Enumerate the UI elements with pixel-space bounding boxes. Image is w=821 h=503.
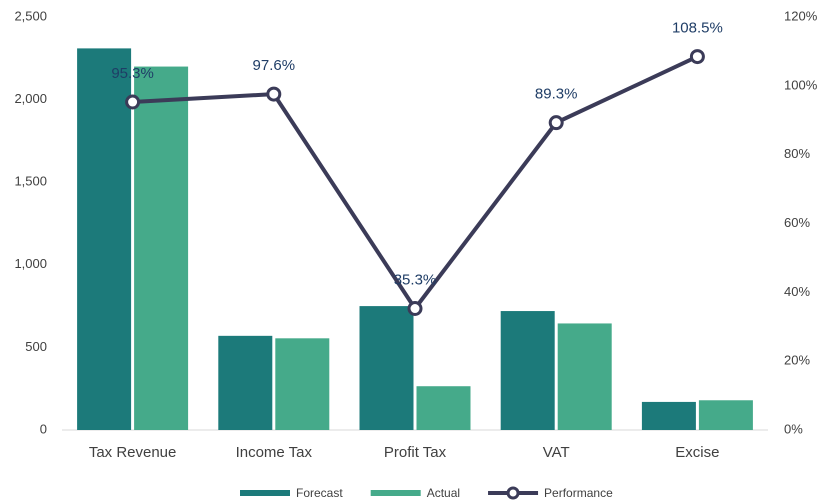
bar: [416, 386, 471, 430]
y-tick-label: 1,000: [14, 256, 47, 271]
bar: [77, 48, 132, 430]
y-tick-label: 2,500: [14, 8, 47, 23]
marker: [689, 49, 705, 65]
x-tick-label: Profit Tax: [384, 444, 447, 461]
legend-swatch: [506, 486, 520, 500]
x-tick-label: Tax Revenue: [89, 444, 177, 461]
marker: [548, 115, 564, 131]
bar: [359, 306, 414, 430]
value-label: 89.3%: [535, 86, 578, 103]
legend-label: Actual: [427, 486, 460, 500]
y2-tick-label: 60%: [784, 215, 810, 230]
bar: [500, 311, 555, 430]
value-label: 95.3%: [111, 65, 154, 82]
x-tick-label: Income Tax: [236, 444, 313, 461]
marker: [407, 301, 423, 317]
bar: [698, 400, 753, 430]
y-tick-label: 500: [25, 339, 47, 354]
bar: [218, 335, 273, 430]
y-tick-label: 0: [40, 421, 47, 436]
x-tick-label: Excise: [675, 444, 719, 461]
y2-tick-label: 0%: [784, 421, 803, 436]
legend-label: Forecast: [296, 486, 343, 500]
bar: [134, 66, 189, 430]
value-label: 97.6%: [253, 57, 296, 74]
value-label: 35.3%: [394, 271, 437, 288]
y-tick-label: 1,500: [14, 174, 47, 189]
y-tick-label: 2,000: [14, 91, 47, 106]
y2-tick-label: 20%: [784, 353, 810, 368]
marker: [125, 94, 141, 110]
legend-label: Performance: [544, 486, 613, 500]
legend-swatch: [240, 490, 290, 496]
bar: [641, 401, 696, 430]
bar: [275, 338, 330, 430]
y2-tick-label: 100%: [784, 77, 818, 92]
marker: [266, 86, 282, 102]
y2-tick-label: 40%: [784, 284, 810, 299]
y2-tick-label: 80%: [784, 146, 810, 161]
y2-tick-label: 120%: [784, 8, 818, 23]
value-label: 108.5%: [672, 20, 723, 37]
x-tick-label: VAT: [543, 444, 570, 461]
bar: [557, 323, 612, 430]
legend-swatch: [370, 490, 421, 496]
